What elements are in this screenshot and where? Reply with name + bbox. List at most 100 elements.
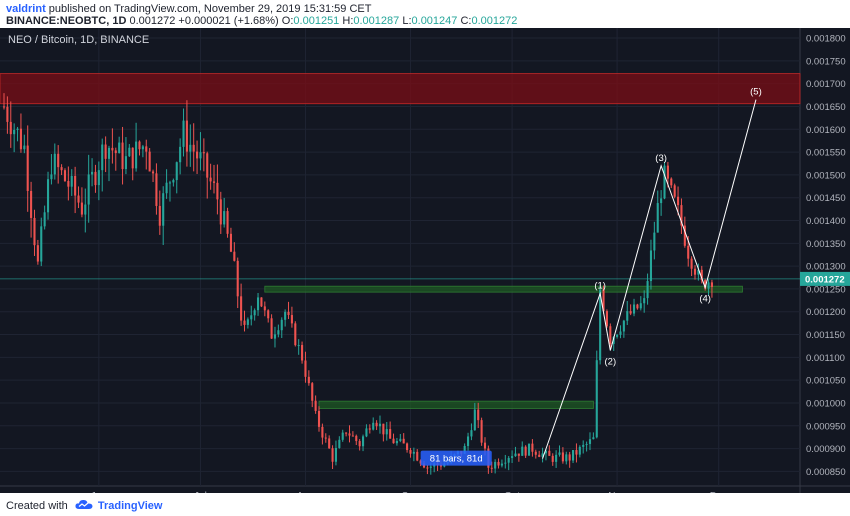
candle-body [256, 297, 260, 311]
candle-body [290, 315, 293, 324]
y-tick-label: 0.001600 [806, 125, 846, 136]
candle-body [229, 233, 232, 252]
candle-body [196, 151, 199, 159]
candle-body [206, 153, 209, 178]
publish-line: valdrint published on TradingView.com, N… [6, 3, 371, 15]
candle-body [592, 437, 595, 440]
y-tick-label: 0.001050 [806, 376, 846, 387]
candle-body [595, 360, 598, 438]
created-with-line: Created with TradingView [6, 499, 162, 513]
candle-body [324, 437, 327, 439]
high-value: 0.001287 [353, 15, 400, 27]
low-value: 0.001247 [411, 15, 458, 27]
date-range-measure [420, 450, 492, 466]
candle-body [246, 319, 249, 325]
candle-body [77, 195, 80, 203]
candle-body [6, 106, 9, 122]
candle-body [46, 179, 50, 213]
low-label: L: [402, 15, 412, 27]
x-tick-label: Oct [504, 491, 520, 493]
candle-body [16, 128, 19, 130]
y-tick-label: 0.001200 [806, 307, 846, 318]
y-tick-label: 0.001400 [806, 216, 846, 227]
candle-body [500, 463, 503, 466]
candle-body [301, 345, 304, 361]
x-tick-label: Jul [194, 491, 207, 493]
chart-header: valdrint published on TradingView.com, N… [0, 0, 850, 28]
candle-body [2, 106, 6, 108]
y-tick-label: 0.001150 [806, 330, 845, 341]
candle-body [36, 245, 39, 262]
candle-body [114, 150, 117, 154]
candle-body [219, 199, 222, 225]
candle-body [660, 198, 663, 204]
candle-body [534, 451, 537, 455]
candle-body [643, 298, 646, 304]
candle-body [707, 282, 710, 289]
candle-body [67, 180, 70, 187]
candle-body [497, 461, 500, 466]
candle-body [700, 269, 703, 281]
candle-body [216, 182, 219, 200]
candle-body [680, 205, 683, 226]
price-change: +0.000021 (+1.68%) [178, 15, 279, 27]
candle-body [341, 432, 344, 440]
close-value: 0.001272 [471, 15, 518, 27]
candle-body [704, 280, 707, 289]
candle-body [226, 211, 229, 234]
candle-body [111, 147, 114, 151]
author-name[interactable]: valdrint [6, 3, 46, 15]
candle-body [60, 167, 63, 171]
candle-body [639, 303, 642, 309]
wave-label: (1) [594, 280, 606, 291]
candle-body [616, 334, 619, 337]
candle-body [141, 146, 144, 150]
candle-body [270, 318, 273, 339]
candle-body [43, 212, 46, 227]
y-tick-label: 0.001300 [806, 262, 846, 273]
candle-body [321, 426, 324, 438]
candle-body [13, 129, 16, 135]
wave-label: (3) [655, 153, 667, 164]
candle-body [467, 436, 470, 447]
candle-body [30, 190, 33, 218]
candle-body [33, 217, 36, 246]
candle-body [656, 203, 659, 233]
candle-body [690, 258, 693, 269]
elliott-wave-path [542, 99, 757, 459]
date-range-label: 81 bars, 81d [430, 454, 483, 465]
last-price-label: 0.001272 [805, 274, 845, 285]
candle-body [693, 268, 697, 275]
candle-body [209, 177, 212, 182]
y-tick-label: 0.001250 [806, 284, 846, 295]
candle-body [395, 440, 398, 444]
candle-body [107, 147, 111, 159]
x-tick-label: Nov [608, 491, 626, 493]
published-text: published on TradingView.com, November 2… [48, 3, 372, 15]
candle-body [338, 439, 341, 448]
candle-body [527, 443, 531, 456]
candle-body [365, 428, 368, 437]
chart-title: NEO / Bitcoin, 1D, BINANCE [8, 34, 149, 46]
candle-body [565, 454, 568, 462]
candle-body [406, 443, 409, 451]
price-axis-panel [800, 28, 850, 493]
support-high-zone [264, 285, 743, 293]
candle-body [284, 311, 287, 320]
price-chart[interactable]: 0.001272 81 bars, 81d (1) (2) (3) (4) (5) 0.… [0, 28, 850, 493]
candle-body [331, 448, 334, 462]
candle-body [223, 211, 226, 225]
candle-body [179, 146, 182, 163]
y-tick-label: 0.000900 [806, 444, 846, 455]
candle-body [470, 430, 473, 437]
candle-body [541, 453, 544, 457]
candle-body [70, 176, 73, 187]
candle-body [273, 334, 277, 339]
candle-body [392, 438, 395, 444]
candle-body [416, 451, 419, 461]
candle-body [97, 170, 100, 186]
x-tick-label: Sep [402, 491, 420, 493]
candle-body [521, 446, 524, 456]
candle-body [578, 446, 581, 455]
tradingview-brand[interactable]: TradingView [97, 499, 163, 512]
